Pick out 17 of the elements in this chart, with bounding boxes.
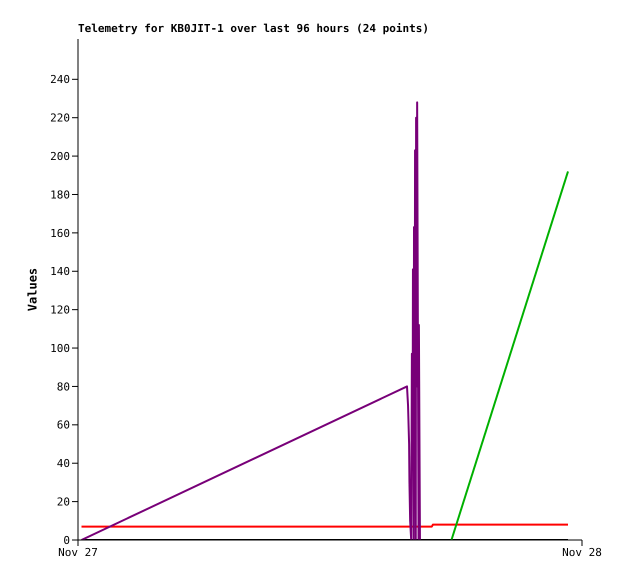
y-tick-label: 20 xyxy=(56,496,70,509)
x-tick-label: Nov 27 xyxy=(58,546,98,559)
x-tick-label: Nov 28 xyxy=(562,546,602,559)
y-tick-label: 80 xyxy=(56,380,70,394)
y-tick-label: 240 xyxy=(50,73,70,86)
y-tick-label: 120 xyxy=(50,304,70,317)
y-tick-label: 200 xyxy=(50,150,70,163)
y-tick-label: 0 xyxy=(63,534,70,547)
y-tick-label: 160 xyxy=(50,226,70,240)
y-tick-label: 60 xyxy=(56,418,70,432)
chart-title: Telemetry for KB0JIT-1 over last 96 hours (24 points) xyxy=(78,22,429,35)
y-tick-label: 140 xyxy=(50,265,70,278)
y-tick-label: 220 xyxy=(50,112,70,125)
y-axis-title: Values xyxy=(25,268,40,312)
y-tick-label: 40 xyxy=(56,457,70,470)
y-tick-label: 180 xyxy=(50,188,70,202)
y-tick-label: 100 xyxy=(50,342,70,355)
